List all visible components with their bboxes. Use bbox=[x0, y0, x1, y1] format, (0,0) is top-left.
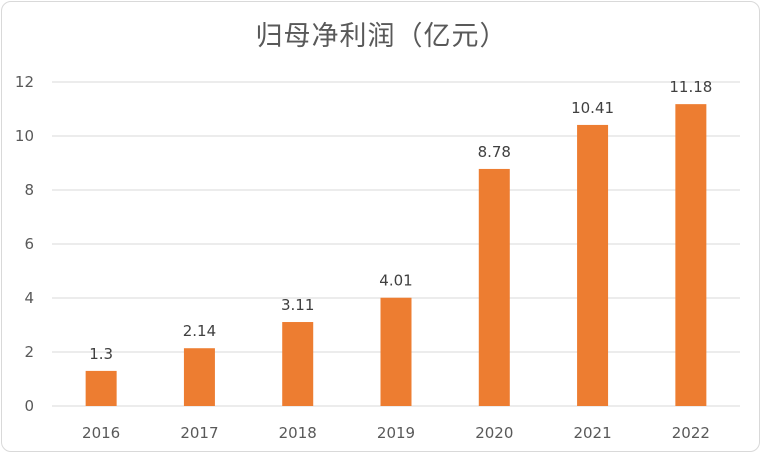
chart-title: 归母净利润（亿元） bbox=[255, 21, 508, 52]
data-label-2022: 11.18 bbox=[669, 78, 712, 96]
y-tick-label: 6 bbox=[24, 235, 34, 253]
x-axis-ticks: 2016 2017 2018 2019 2020 2021 2022 bbox=[82, 424, 710, 442]
bar-2019 bbox=[380, 297, 412, 406]
y-axis-ticks: 0 2 4 6 8 10 12 bbox=[15, 73, 34, 415]
bar-2016 bbox=[85, 370, 117, 406]
y-tick-label: 4 bbox=[24, 289, 34, 307]
x-tick-label-2021: 2021 bbox=[573, 424, 611, 442]
y-tick-label: 0 bbox=[24, 397, 34, 415]
y-tick-label: 10 bbox=[15, 127, 34, 145]
data-label-2019: 4.01 bbox=[379, 272, 412, 290]
x-tick-label-2017: 2017 bbox=[180, 424, 218, 442]
data-labels: 1.3 2.14 3.11 4.01 8.78 10.41 11.18 bbox=[89, 78, 712, 363]
bar-2017 bbox=[183, 348, 215, 406]
bars bbox=[85, 104, 707, 407]
bar-2018 bbox=[282, 322, 314, 406]
bar-2020 bbox=[478, 168, 510, 406]
x-tick-label-2020: 2020 bbox=[475, 424, 513, 442]
data-label-2016: 1.3 bbox=[89, 345, 113, 363]
data-label-2020: 8.78 bbox=[478, 143, 511, 161]
bar-2021 bbox=[577, 124, 609, 407]
x-tick-label-2018: 2018 bbox=[279, 424, 317, 442]
data-label-2021: 10.41 bbox=[571, 99, 614, 117]
y-tick-label: 2 bbox=[24, 343, 34, 361]
y-tick-label: 8 bbox=[24, 181, 34, 199]
data-label-2018: 3.11 bbox=[281, 296, 314, 314]
x-tick-label-2019: 2019 bbox=[377, 424, 415, 442]
x-tick-label-2016: 2016 bbox=[82, 424, 120, 442]
bar-2022 bbox=[675, 104, 707, 406]
data-label-2017: 2.14 bbox=[183, 322, 216, 340]
y-tick-label: 12 bbox=[15, 73, 34, 91]
x-tick-label-2022: 2022 bbox=[672, 424, 710, 442]
